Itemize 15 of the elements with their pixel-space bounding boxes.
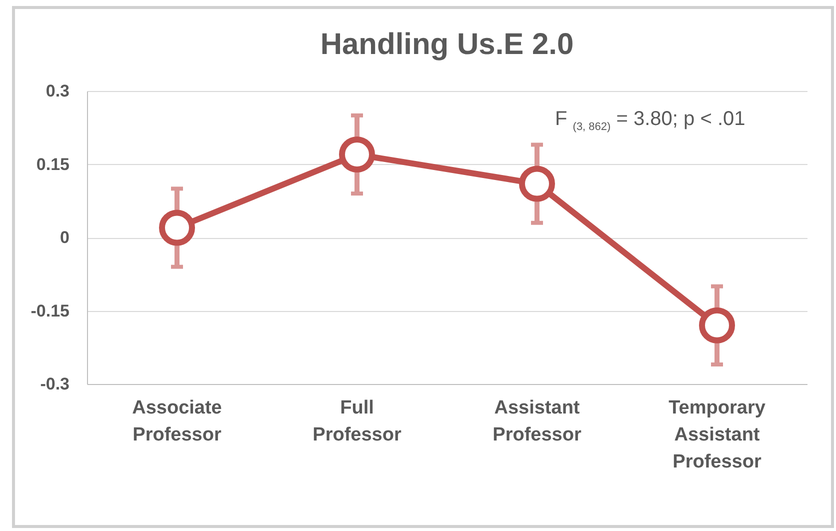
x-tick-label: Associate Professor [132,398,222,446]
y-tick-label: -0.3 [40,374,70,394]
x-tick-label: Temporary Assistant Professor [668,398,766,472]
point [159,210,195,246]
y-tick-label: -0.15 [30,301,70,320]
y-tick-label: 0.15 [36,154,70,174]
point [339,136,375,172]
x-tick-label: Assistant Professor [492,398,582,446]
x-tick-label: Full Professor [312,398,402,446]
point [519,166,555,202]
point [699,307,735,344]
annotation: F $_{(3, 862)}$ = 3.80; p < .01 [555,108,746,133]
chart-title: Handling Us.E 2.0 [320,28,574,61]
y-tick-label: 0.3 [46,82,70,100]
y-tick-label: 0 [60,228,70,247]
